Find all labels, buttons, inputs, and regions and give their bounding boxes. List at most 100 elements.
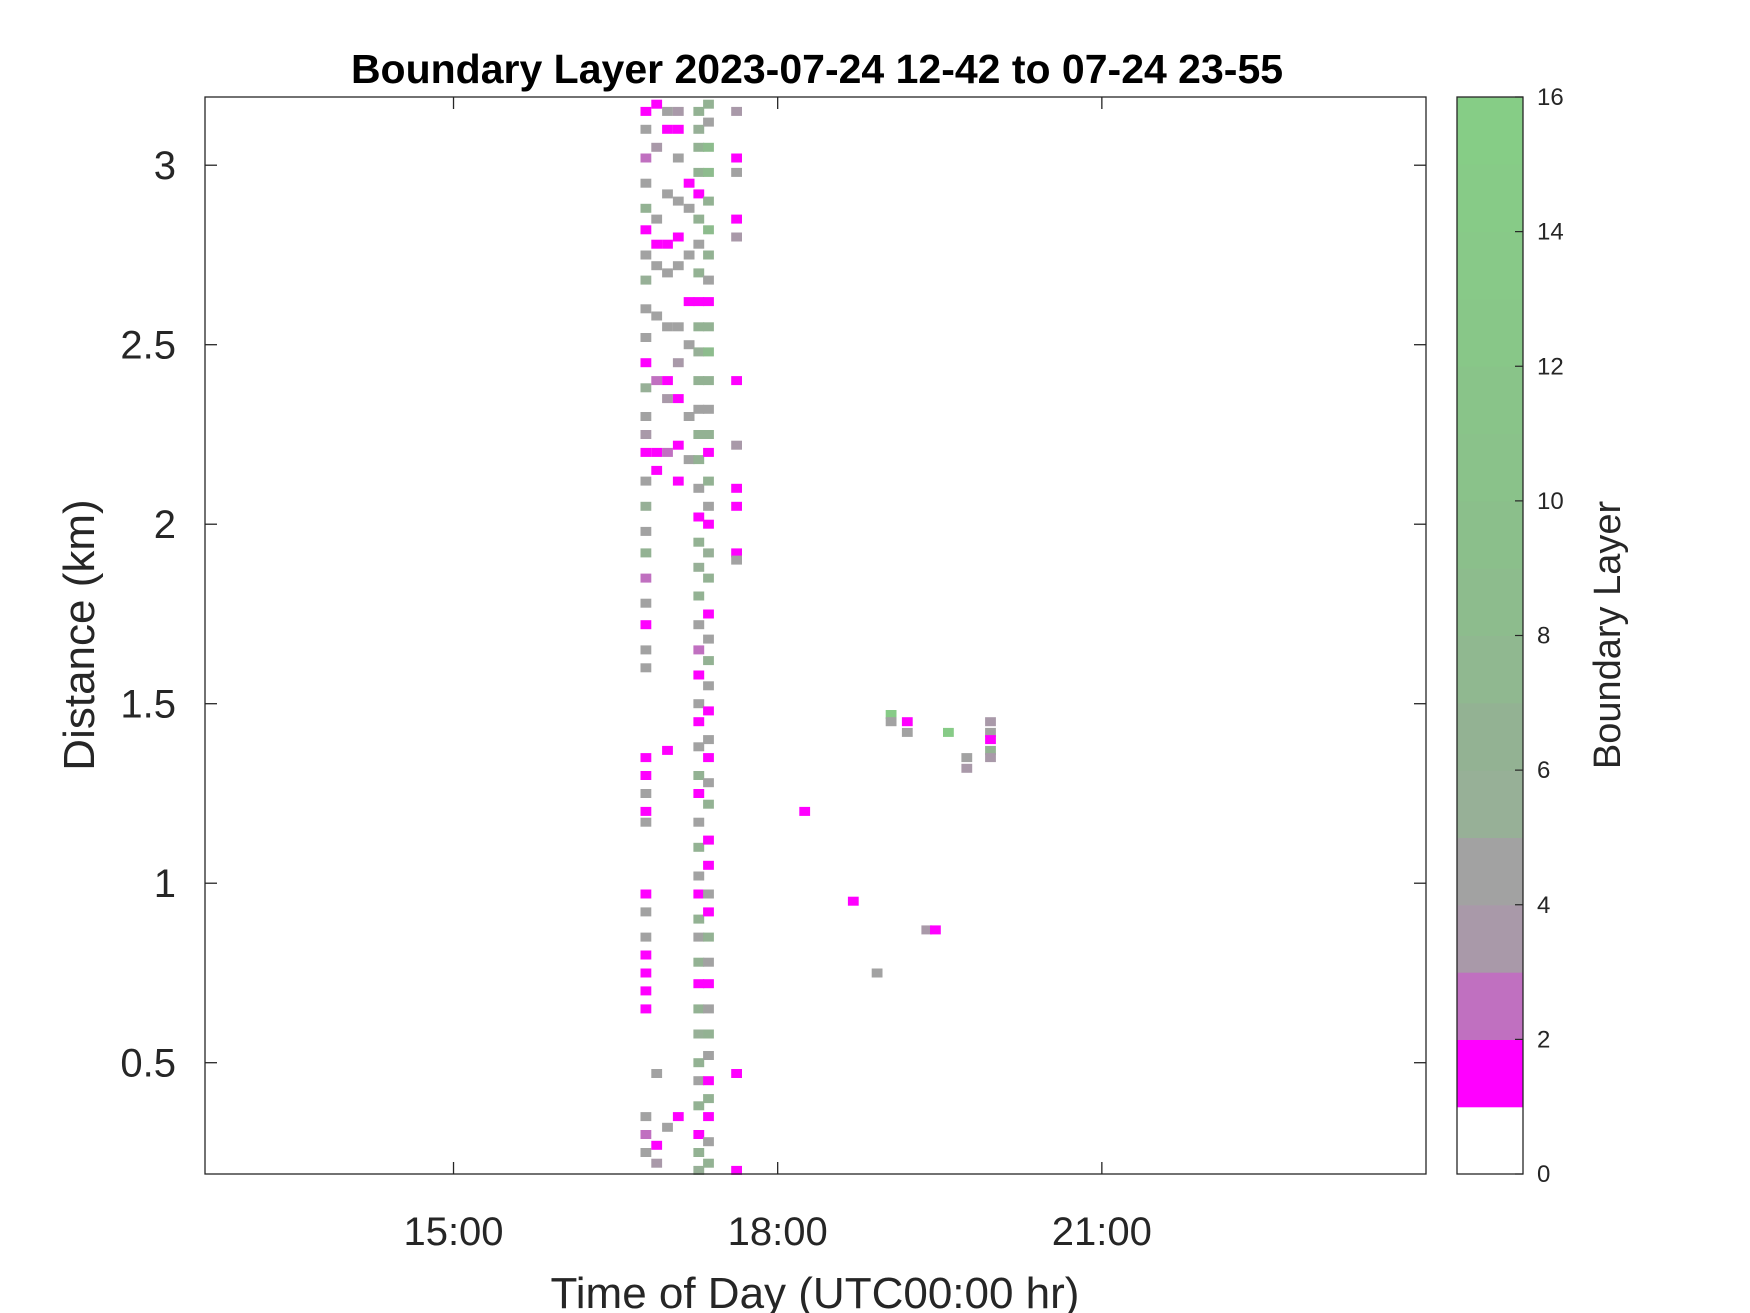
heatmap-cell: [651, 239, 663, 249]
colorbar-tick-label: 14: [1537, 219, 1564, 246]
heatmap-cell: [662, 1122, 673, 1132]
heatmap-cell: [672, 394, 684, 404]
heatmap-cell: [693, 817, 705, 827]
heatmap-cell: [693, 347, 705, 357]
x-tick-label: 21:00: [1052, 1210, 1152, 1254]
heatmap-cell: [640, 548, 652, 558]
heatmap-cell: [651, 1140, 663, 1150]
heatmap-cell: [703, 447, 714, 457]
heatmap-cell: [640, 1130, 652, 1139]
heatmap-cell: [651, 99, 663, 109]
heatmap-cell: [672, 358, 684, 368]
heatmap-cell: [930, 925, 941, 935]
heatmap-cell: [703, 1094, 714, 1104]
heatmap-cell: [901, 717, 913, 727]
heatmap-cell: [693, 699, 705, 709]
y-tick-label: 2.5: [120, 324, 176, 368]
heatmap-cell: [683, 412, 695, 421]
heatmap-cell: [693, 142, 705, 152]
heatmap-cell: [662, 394, 673, 404]
y-tick-label: 3: [154, 144, 176, 188]
heatmap-cell: [703, 1004, 714, 1014]
heatmap-cell: [651, 465, 663, 475]
colorbar-band: [1457, 770, 1523, 838]
heatmap-cell: [693, 268, 705, 278]
heatmap-cell: [693, 214, 705, 224]
heatmap-cell: [693, 871, 705, 881]
heatmap-cell: [640, 932, 652, 942]
heatmap-cell: [703, 860, 714, 870]
heatmap-cell: [703, 476, 714, 486]
heatmap-cell: [693, 376, 705, 386]
heatmap-cell: [693, 957, 705, 967]
chart-title: Boundary Layer 2023-07-24 12-42 to 07-24…: [351, 46, 1283, 92]
heatmap-cell: [703, 907, 714, 917]
heatmap-cell: [703, 932, 714, 942]
heatmap-cell: [651, 214, 663, 224]
plot-area: 15:00 18:00 21:00 0.5 1 1.5 2 2.5 3: [120, 96, 1427, 1254]
heatmap-cell: [662, 322, 673, 332]
y-tick-label: 1.5: [120, 683, 176, 727]
colorbar-band: [1457, 366, 1523, 435]
colorbar-band: [1457, 837, 1523, 906]
heatmap-cell: [703, 609, 714, 619]
heatmap-cell: [731, 1069, 742, 1078]
heatmap-cell: [693, 789, 705, 798]
heatmap-cell: [651, 1069, 663, 1078]
y-axis-label: Distance (km): [55, 499, 104, 770]
heatmap-cell: [703, 1076, 714, 1086]
heatmap-cell: [703, 634, 714, 644]
heatmap-cell: [693, 106, 705, 116]
heatmap-cell: [640, 430, 652, 439]
heatmap-cell: [640, 889, 652, 899]
heatmap-cell: [693, 979, 705, 989]
heatmap-cell: [640, 789, 652, 798]
heatmap-cell: [693, 455, 705, 465]
heatmap-cell: [703, 573, 714, 583]
heatmap-cell: [703, 1137, 714, 1147]
heatmap-cell: [731, 501, 742, 511]
heatmap-cell: [985, 735, 996, 745]
heatmap-cell: [901, 727, 913, 737]
heatmap-cell: [640, 817, 652, 827]
heatmap-cell: [662, 106, 673, 116]
heatmap-cell: [693, 914, 705, 924]
heatmap-cell: [703, 196, 714, 206]
heatmap-cell: [693, 1029, 705, 1039]
heatmap-cell: [640, 358, 652, 368]
heatmap-cell: [640, 986, 652, 996]
heatmap-cell: [693, 1148, 705, 1157]
heatmap-cell: [703, 167, 714, 177]
heatmap-cell: [693, 645, 705, 655]
heatmap-cell: [693, 512, 705, 522]
heatmap-cell: [693, 1101, 705, 1111]
heatmap-cell: [693, 189, 705, 199]
heatmap-cell: [693, 842, 705, 852]
x-axis: 15:00 18:00 21:00: [403, 97, 1152, 1254]
heatmap-cell: [731, 1165, 742, 1175]
heatmap-cell: [662, 268, 673, 278]
colorbar-band: [1457, 1106, 1523, 1175]
heatmap-cell: [640, 645, 652, 655]
heatmap-cell: [693, 124, 705, 134]
heatmap-cell: [640, 333, 652, 342]
heatmap-cell: [651, 447, 663, 457]
heatmap-cell: [640, 1004, 652, 1014]
colorbar-tick-label: 8: [1537, 623, 1550, 650]
heatmap-cell: [640, 412, 652, 421]
heatmap-cell: [703, 548, 714, 558]
heatmap-cell: [640, 1112, 652, 1122]
heatmap-cell: [703, 250, 714, 260]
heatmap-cell: [640, 771, 652, 780]
heatmap-cell: [662, 124, 673, 134]
heatmap-cell: [651, 1158, 663, 1168]
heatmap-cell: [703, 142, 714, 152]
x-axis-label: Time of Day (UTC00:00 hr): [551, 1269, 1080, 1313]
heatmap-cell: [731, 106, 742, 116]
heatmap-cell: [651, 376, 663, 386]
heatmap-cell: [731, 548, 742, 558]
heatmap-cell: [672, 322, 684, 332]
heatmap-cell: [703, 376, 714, 386]
colorbar-tick-label: 0: [1537, 1161, 1550, 1188]
